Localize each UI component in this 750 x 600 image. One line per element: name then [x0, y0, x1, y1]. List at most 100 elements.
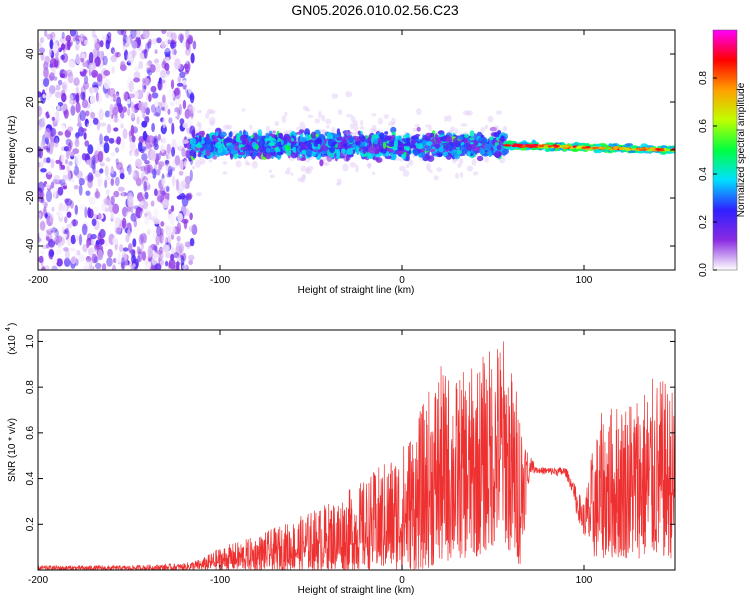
spectrogram-cell [98, 50, 104, 60]
spectrogram-cell [160, 144, 165, 153]
spectrogram-cell [383, 114, 390, 119]
spectrogram-cell [209, 109, 216, 115]
spectrogram-cell [96, 93, 103, 104]
spectrogram-cell [489, 126, 497, 132]
spectrogram-cell [47, 209, 51, 216]
spectrogram-cell [117, 52, 125, 61]
spectrogram-cell [184, 108, 191, 119]
spectrogram-cell [159, 228, 164, 235]
spectrogram-cell [158, 163, 163, 171]
spectrogram-cell [59, 179, 66, 186]
spectrogram-cell [176, 195, 183, 200]
spectrogram-cell [80, 91, 86, 101]
spectrogram-cell [51, 116, 55, 121]
spectrogram-cell [168, 117, 173, 124]
spectrogram-cell [99, 122, 107, 127]
spectrogram-cell [67, 144, 72, 152]
spectrogram-cell [138, 197, 146, 203]
spectrogram-cell [342, 163, 349, 172]
spectrogram-cell [150, 265, 156, 270]
spectrogram-cell [414, 123, 420, 128]
spectrogram-cell [184, 175, 191, 185]
spectrogram-cell [160, 69, 167, 79]
spectrogram-cell [70, 151, 76, 156]
spectrogram-cell [77, 250, 81, 256]
spectrogram-cell [373, 139, 379, 145]
spectrogram-cell [61, 31, 65, 39]
spectrogram-cell [631, 148, 637, 151]
spectrogram-cell [84, 140, 90, 147]
spectrogram-cell [153, 208, 159, 218]
spectrogram-cell [345, 114, 353, 118]
spectrogram-cell [171, 175, 176, 187]
spectrogram-cell [83, 132, 87, 140]
spectrogram-cell [455, 172, 460, 179]
spectrogram-cell [163, 73, 170, 78]
spectrogram-cell [336, 136, 342, 141]
spectrogram-cell [137, 251, 143, 263]
spectrogram-cell [138, 248, 143, 255]
spectrogram-cell [197, 153, 202, 158]
spectrogram-cell [269, 149, 276, 153]
spectrogram-cell [307, 114, 314, 118]
x-tick-label: 100 [576, 575, 593, 586]
spectrogram-cell [195, 192, 202, 197]
spectrogram-cell [147, 228, 151, 235]
x-tick-label: -100 [210, 275, 230, 286]
spectrogram-cell [233, 153, 239, 159]
spectrogram-cell [55, 84, 61, 91]
spectrogram-cell [379, 132, 385, 140]
spectrogram-cell [125, 211, 129, 218]
spectrogram-cell [142, 78, 146, 83]
spectrogram-cell [219, 131, 227, 138]
spectrogram-cell [48, 144, 54, 155]
spectrogram-cell [166, 143, 171, 154]
spectrogram-cell [318, 110, 322, 119]
spectrogram-cell [157, 101, 163, 108]
spectrogram-cell [46, 86, 52, 97]
spectrogram-cell [281, 115, 287, 124]
spectrogram-cell [54, 229, 59, 237]
spectrogram-cell [112, 49, 118, 58]
spectrogram-cell [87, 178, 93, 189]
spectrogram-cell [114, 52, 121, 58]
spectrogram-cell [129, 112, 134, 119]
spectrogram-cell [122, 106, 127, 113]
spectrogram-cell [174, 87, 181, 100]
spectrogram-cell [157, 80, 164, 91]
spectrogram-cell [162, 198, 169, 209]
spectrogram-cell [186, 242, 191, 250]
spectrogram-cell [296, 131, 303, 135]
spectrogram-cell [115, 158, 119, 166]
spectrogram-cell [460, 123, 468, 127]
spectrogram-cell [165, 252, 171, 259]
spectrogram-cell [466, 165, 474, 172]
spectrogram-cell [162, 117, 166, 129]
spectrogram-cell [85, 110, 90, 117]
spectrogram-cell [167, 35, 171, 44]
spectrogram-cell [66, 223, 73, 229]
spectrogram-cell [301, 154, 306, 161]
snr-x-ticks: -200 -100 0 100 [28, 330, 593, 586]
y-tick-label: -40 [25, 238, 36, 253]
spectrogram-cell [88, 52, 94, 64]
spectrogram-cell [137, 37, 141, 46]
spectrogram-cell [176, 222, 181, 235]
spectrogram-cell [126, 35, 130, 43]
spectrogram-cell [109, 95, 114, 102]
spectrogram-cell [284, 111, 288, 117]
spectrogram-cell [258, 138, 266, 147]
spectrogram-cell [428, 126, 433, 131]
spectrogram-cell [249, 124, 253, 130]
spectrogram-cell [70, 234, 76, 245]
spectrogram-cell [176, 260, 180, 270]
spectrogram-cell [195, 143, 203, 149]
spectrogram-cell [554, 145, 560, 148]
spectrogram-cell [173, 87, 180, 97]
spectrogram-cell [377, 117, 383, 125]
x-tick-label: 0 [399, 275, 405, 286]
spectrogram-cell [91, 237, 95, 247]
spectrogram-cell [212, 155, 218, 160]
colorbar-tick-label: 0.0 [698, 263, 709, 277]
spectrogram-cell [176, 235, 181, 242]
